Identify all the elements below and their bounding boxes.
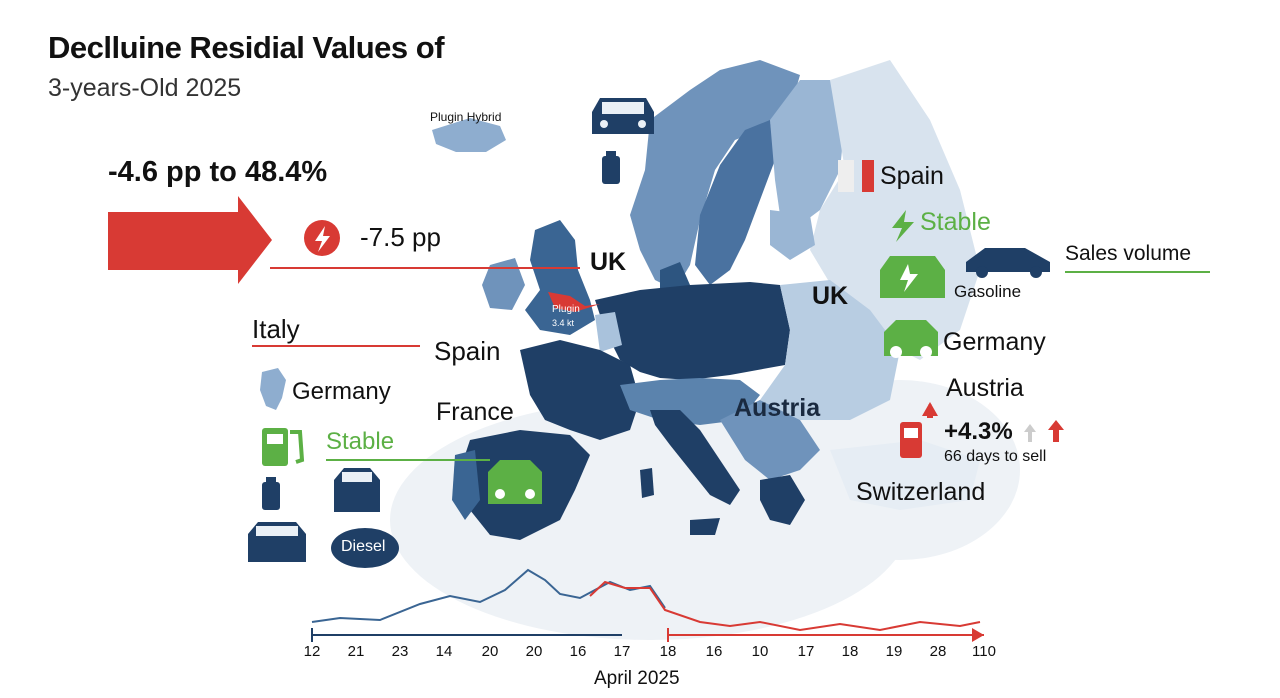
tick-blue-7: 16 — [569, 643, 587, 660]
tick-red-6: 19 — [885, 643, 903, 660]
gasoline-label: Gasoline — [954, 282, 1022, 301]
green-car-spain-icon — [488, 460, 542, 504]
timeline-month-label: April 2025 — [594, 668, 680, 689]
eastern-europe — [760, 280, 900, 420]
finland — [770, 80, 845, 225]
italy — [650, 410, 740, 505]
tick-blue-4: 14 — [435, 643, 453, 660]
tick-red-4: 17 — [797, 643, 815, 660]
baltics — [770, 210, 815, 260]
ev-change: -7.5 pp — [360, 222, 441, 252]
sales-volume-label: Sales volume — [1065, 242, 1192, 265]
france — [520, 340, 640, 440]
italy-label: Italy — [252, 314, 300, 344]
ireland — [482, 258, 525, 310]
plugin-small-label-2: 3.4 kt — [552, 318, 575, 328]
car-icon — [592, 98, 654, 134]
diesel-label: Diesel — [341, 538, 386, 555]
tick-red-3: 10 — [751, 643, 769, 660]
turkey — [830, 440, 980, 510]
fuel-can-small-icon — [262, 477, 280, 510]
germany-right-label: Germany — [943, 328, 1046, 356]
tick-red-1: 18 — [659, 643, 677, 660]
page-title: Declluine Residial Values of — [48, 30, 445, 65]
portugal — [452, 450, 480, 520]
uk-marker-icon — [548, 292, 600, 312]
sicily — [690, 518, 720, 535]
red-arrow-icon — [108, 196, 272, 284]
norway — [630, 60, 800, 290]
green-car-icon — [884, 320, 938, 358]
car-bottom-icon — [248, 522, 306, 562]
austria-center-label: Austria — [734, 394, 821, 422]
plugin-small-label: Plugin — [552, 304, 580, 315]
arrow-up-red-icon — [1048, 420, 1064, 442]
ev-charger-icon — [880, 256, 945, 298]
switzerland-label: Switzerland — [856, 478, 986, 506]
diesel-badge — [331, 528, 399, 568]
lightning-green-icon — [892, 210, 914, 242]
uk-right-label: UK — [812, 282, 849, 310]
germany-map-icon — [260, 368, 286, 410]
uk-center-label: UK — [590, 248, 627, 276]
fuel-can-icon — [602, 151, 620, 184]
stable-left-label: Stable — [326, 428, 395, 455]
sardinia — [640, 468, 654, 498]
iceland — [432, 118, 506, 152]
flag-icon — [838, 160, 874, 192]
sedan-icon — [966, 248, 1050, 278]
tick-blue-2: 21 — [347, 643, 365, 660]
stable-right-label: Stable — [920, 208, 991, 236]
tick-red-7: 28 — [929, 643, 947, 660]
tick-blue-5: 20 — [481, 643, 499, 660]
plugin-hybrid-label: Plugin Hybrid — [430, 110, 502, 124]
fuel-pump-green-icon — [262, 428, 305, 466]
balkans — [720, 400, 820, 480]
tick-blue-6: 20 — [525, 643, 543, 660]
pct-change: +4.3% — [944, 418, 1013, 445]
lightning-glyph — [315, 226, 330, 252]
germany-left-label: Germany — [292, 378, 391, 405]
timeline-red-line — [589, 580, 981, 632]
tick-red-5: 18 — [841, 643, 859, 660]
tick-blue-8: 17 — [613, 643, 631, 660]
tick-blue-1: 12 — [303, 643, 321, 660]
tick-red-2: 16 — [705, 643, 723, 660]
sweden — [695, 120, 775, 285]
spain-center-label: Spain — [434, 336, 501, 366]
austria-right-label: Austria — [946, 374, 1024, 402]
tick-red-8: 110 — [972, 643, 996, 660]
headline-change: -4.6 pp to 48.4% — [108, 156, 328, 188]
greece — [760, 475, 805, 525]
fuel-pump-red-icon — [900, 422, 922, 458]
germany-poland — [595, 282, 790, 380]
tick-blue-3: 23 — [391, 643, 409, 660]
car-left-icon — [334, 468, 380, 512]
france-label: France — [436, 398, 514, 426]
benelux — [595, 312, 622, 352]
arrow-up-grey-icon — [1024, 424, 1036, 442]
page-subtitle: 3-years-Old 2025 — [48, 74, 242, 102]
spain-right-label: Spain — [880, 162, 944, 190]
days-to-sell: 66 days to sell — [944, 448, 1047, 465]
